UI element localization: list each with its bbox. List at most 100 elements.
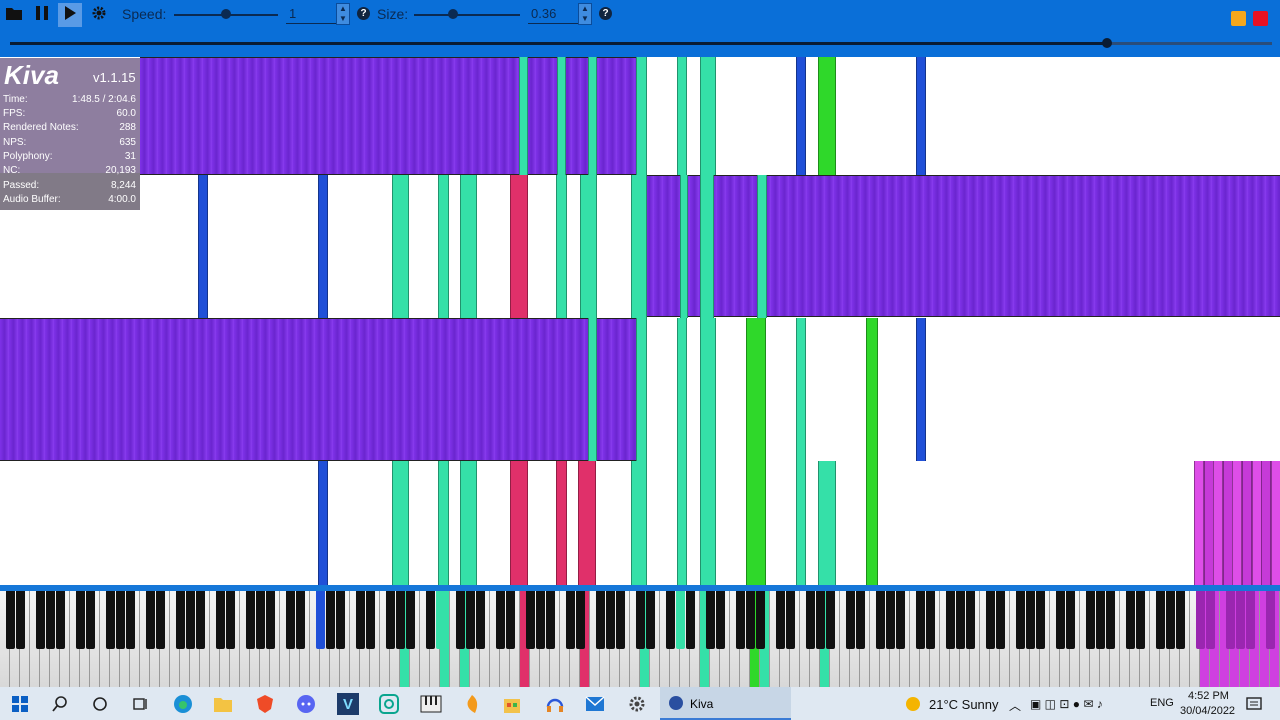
white-key[interactable] — [200, 591, 210, 687]
white-key[interactable] — [1070, 591, 1080, 687]
black-key[interactable] — [986, 591, 995, 649]
white-key[interactable] — [1040, 591, 1050, 687]
size-input[interactable]: 0.36 — [528, 4, 578, 24]
black-key[interactable] — [686, 591, 695, 649]
clock-date[interactable]: 30/04/2022 — [1180, 705, 1236, 717]
black-key[interactable] — [106, 591, 115, 649]
speed-help-icon[interactable]: ? — [357, 7, 370, 20]
black-key[interactable] — [616, 591, 625, 649]
black-key[interactable] — [1086, 591, 1095, 649]
size-slider[interactable] — [414, 14, 520, 16]
black-key[interactable] — [856, 591, 865, 649]
black-key[interactable] — [996, 591, 1005, 649]
white-key[interactable] — [440, 591, 450, 687]
black-key[interactable] — [816, 591, 825, 649]
black-key[interactable] — [1226, 591, 1235, 649]
white-key[interactable] — [650, 591, 660, 687]
black-key[interactable] — [366, 591, 375, 649]
black-key[interactable] — [876, 591, 885, 649]
black-key[interactable] — [1126, 591, 1135, 649]
black-key[interactable] — [706, 591, 715, 649]
black-key[interactable] — [676, 591, 685, 649]
black-key[interactable] — [716, 591, 725, 649]
play-button[interactable] — [58, 3, 82, 27]
black-key[interactable] — [246, 591, 255, 649]
black-key[interactable] — [1096, 591, 1105, 649]
visual-studio-icon[interactable]: V — [337, 693, 359, 715]
clock-time[interactable]: 4:52 PM — [1188, 690, 1229, 702]
black-key[interactable] — [256, 591, 265, 649]
white-key[interactable] — [690, 591, 700, 687]
black-key[interactable] — [476, 591, 485, 649]
language-indicator[interactable]: ENG — [1150, 697, 1174, 709]
black-key[interactable] — [386, 591, 395, 649]
fl-studio-icon[interactable] — [461, 693, 483, 715]
black-key[interactable] — [576, 591, 585, 649]
task-view-icon[interactable] — [129, 693, 151, 715]
black-key[interactable] — [606, 591, 615, 649]
black-key[interactable] — [1176, 591, 1185, 649]
black-key[interactable] — [146, 591, 155, 649]
black-key[interactable] — [506, 591, 515, 649]
black-key[interactable] — [1106, 591, 1115, 649]
minimize-button[interactable] — [1231, 11, 1246, 26]
white-key[interactable] — [620, 591, 630, 687]
black-key[interactable] — [916, 591, 925, 649]
black-key[interactable] — [456, 591, 465, 649]
black-key[interactable] — [466, 591, 475, 649]
black-key[interactable] — [1066, 591, 1075, 649]
discord-icon[interactable] — [295, 693, 317, 715]
black-key[interactable] — [296, 591, 305, 649]
black-key[interactable] — [826, 591, 835, 649]
black-key[interactable] — [1196, 591, 1205, 649]
black-key[interactable] — [946, 591, 955, 649]
white-key[interactable] — [300, 591, 310, 687]
black-key[interactable] — [776, 591, 785, 649]
black-key[interactable] — [1236, 591, 1245, 649]
black-key[interactable] — [1016, 591, 1025, 649]
white-key[interactable] — [340, 591, 350, 687]
white-key[interactable] — [1250, 591, 1260, 687]
white-key[interactable] — [410, 591, 420, 687]
black-key[interactable] — [436, 591, 445, 649]
white-key[interactable] — [790, 591, 800, 687]
black-key[interactable] — [56, 591, 65, 649]
settings-icon[interactable] — [626, 693, 648, 715]
pause-button[interactable] — [30, 3, 54, 27]
black-key[interactable] — [46, 591, 55, 649]
speed-stepper[interactable]: ▲ ▼ — [336, 3, 350, 25]
white-key[interactable] — [510, 591, 520, 687]
black-key[interactable] — [426, 591, 435, 649]
size-stepper[interactable]: ▲ ▼ — [578, 3, 592, 25]
black-key[interactable] — [326, 591, 335, 649]
piano-app-icon[interactable] — [420, 693, 442, 715]
black-key[interactable] — [1206, 591, 1215, 649]
black-key[interactable] — [176, 591, 185, 649]
black-key[interactable] — [956, 591, 965, 649]
seek-thumb[interactable] — [1102, 38, 1112, 48]
black-key[interactable] — [886, 591, 895, 649]
black-key[interactable] — [116, 591, 125, 649]
tray-icons[interactable]: ▣ ◫ ⊡ ● ✉ ♪ — [1030, 697, 1103, 711]
file-explorer-icon[interactable] — [212, 693, 234, 715]
open-file-button[interactable] — [2, 3, 26, 27]
brave-icon[interactable] — [254, 693, 276, 715]
black-key[interactable] — [846, 591, 855, 649]
white-key[interactable] — [970, 591, 980, 687]
white-key[interactable] — [720, 591, 730, 687]
black-key[interactable] — [746, 591, 755, 649]
black-key[interactable] — [666, 591, 675, 649]
black-key[interactable] — [1166, 591, 1175, 649]
black-key[interactable] — [36, 591, 45, 649]
white-key[interactable] — [160, 591, 170, 687]
white-key[interactable] — [370, 591, 380, 687]
black-key[interactable] — [1246, 591, 1255, 649]
size-slider-thumb[interactable] — [448, 9, 459, 19]
black-key[interactable] — [966, 591, 975, 649]
black-key[interactable] — [406, 591, 415, 649]
black-key[interactable] — [806, 591, 815, 649]
black-key[interactable] — [216, 591, 225, 649]
black-key[interactable] — [736, 591, 745, 649]
black-key[interactable] — [526, 591, 535, 649]
black-key[interactable] — [1156, 591, 1165, 649]
